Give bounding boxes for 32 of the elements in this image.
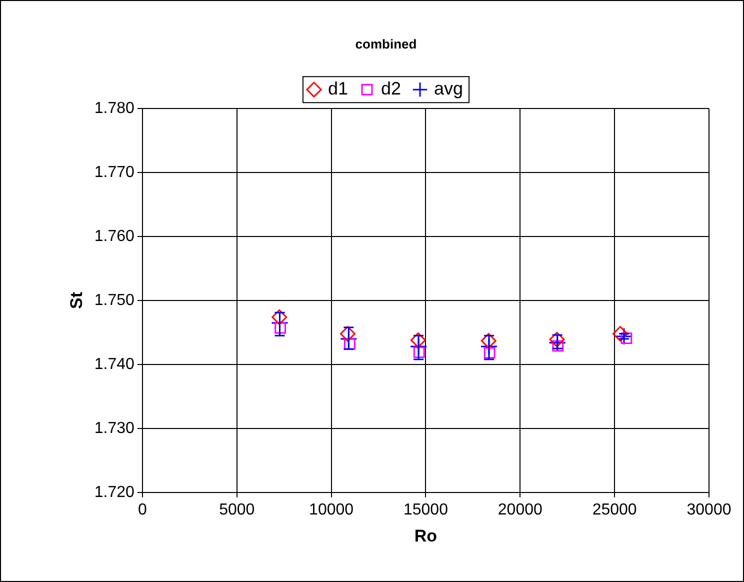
point: [340, 326, 356, 342]
x-tick-label: 15000: [403, 501, 448, 518]
legend-label: d1: [328, 78, 348, 99]
x-tick-label: 30000: [686, 501, 732, 518]
chart-title: combined: [355, 36, 417, 52]
legend-label: avg: [434, 78, 464, 99]
y-tick-label: 1.750: [94, 292, 135, 309]
y-tick-label: 1.770: [94, 164, 135, 181]
y-tick-label: 1.780: [94, 100, 135, 118]
point: [480, 333, 496, 349]
y-tick-label: 1.760: [94, 228, 135, 245]
x-tick-label: 20000: [498, 501, 542, 518]
point: [552, 340, 564, 352]
point: [274, 322, 286, 334]
x-tick-label: 25000: [592, 501, 637, 518]
y-tick-label: 1.720: [94, 484, 135, 501]
point: [272, 309, 288, 325]
point: [344, 338, 356, 350]
x-tick-label: 5000: [219, 501, 255, 518]
x-axis-title: Ro: [414, 526, 438, 546]
point: [615, 328, 633, 346]
x-tick-label: 0: [138, 501, 147, 518]
point: [620, 332, 632, 344]
point: [413, 346, 425, 358]
y-axis-title: St: [66, 292, 86, 309]
x-tick-label: 10000: [309, 501, 354, 518]
point: [484, 347, 496, 359]
point: [410, 332, 426, 348]
y-tick-label: 1.730: [94, 420, 135, 437]
point: [612, 326, 628, 342]
y-tick-label: 1.740: [94, 356, 135, 373]
legend-label: d2: [380, 78, 402, 99]
